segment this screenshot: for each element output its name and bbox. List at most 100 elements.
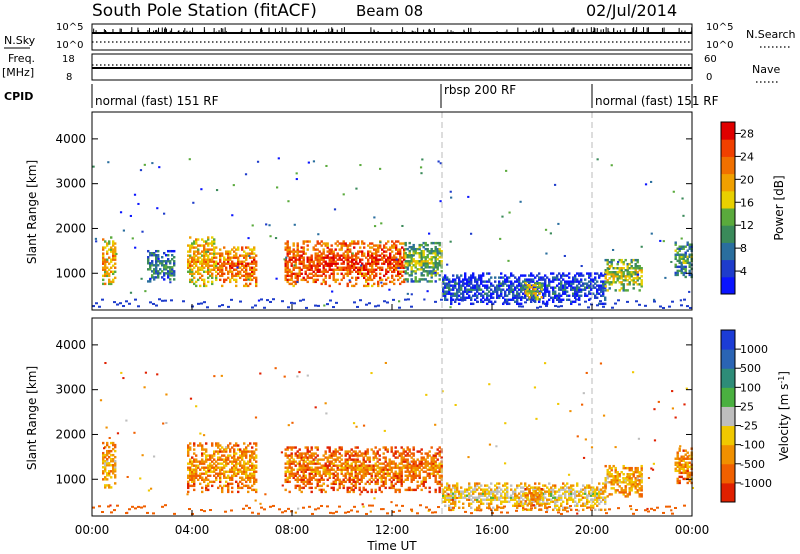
echo-cell — [446, 496, 449, 499]
echo-cell — [235, 444, 238, 447]
echo-cell — [106, 443, 109, 447]
echo-cell — [351, 264, 354, 267]
echo-cell — [564, 282, 567, 285]
echo-cell — [428, 251, 431, 255]
echo-cell — [247, 246, 250, 249]
echo-cell — [438, 262, 441, 265]
echo-cell — [514, 502, 517, 505]
echo-cell — [251, 250, 254, 253]
echo-cell — [104, 274, 107, 278]
echo-cell — [253, 472, 256, 475]
echo-cell — [169, 274, 172, 277]
echo-cell — [340, 258, 343, 261]
echo-cell — [314, 274, 317, 278]
echo-cell — [363, 264, 366, 267]
echo-cell — [255, 460, 258, 463]
echo-cell — [191, 264, 194, 267]
echo-cell — [221, 304, 224, 307]
echo-cell — [526, 280, 529, 283]
echo-cell — [393, 242, 396, 245]
echo-cell — [520, 298, 523, 301]
echo-cell — [310, 268, 313, 271]
echo-cell — [432, 458, 435, 461]
echo-cell — [229, 262, 232, 265]
echo-cell — [191, 260, 194, 263]
echo-cell — [516, 278, 519, 281]
echo-cell — [106, 260, 109, 263]
echo-cell — [237, 262, 240, 265]
echo-cell — [302, 258, 305, 261]
echo-cell — [416, 260, 419, 263]
echo-cell — [114, 470, 117, 473]
echo-cell — [205, 258, 208, 261]
echo-cell — [360, 470, 363, 473]
echo-cell — [332, 486, 335, 490]
echo-cell — [235, 458, 238, 461]
echo-cell — [382, 472, 385, 475]
echo-cell — [225, 460, 228, 463]
echo-cell — [255, 264, 258, 267]
echo-cell — [403, 254, 406, 257]
echo-cell — [550, 492, 553, 495]
echo-cell — [247, 444, 250, 447]
echo-cell — [438, 450, 441, 453]
echo-cell — [155, 304, 158, 307]
echo-cell — [199, 476, 202, 479]
echo-cell — [422, 249, 425, 253]
echo-cell — [374, 476, 377, 479]
echo-cell — [346, 284, 349, 288]
echo-cell — [163, 272, 166, 275]
echo-cell — [385, 260, 388, 263]
echo-cell — [466, 292, 469, 295]
echo-cell — [352, 478, 355, 482]
echo-cell — [286, 456, 289, 459]
echo-cell — [400, 460, 403, 463]
echo-cell — [336, 252, 339, 255]
echo-cell — [434, 480, 437, 484]
echo-cell — [568, 490, 571, 493]
echo-cell — [610, 281, 613, 284]
echo-cell — [664, 276, 667, 279]
echo-cell — [229, 280, 232, 284]
echo-cell — [362, 452, 365, 455]
power-ylabel: Slant Range [km] — [25, 160, 39, 264]
echo-cell — [438, 260, 441, 263]
echo-cell — [392, 454, 395, 457]
echo-cell — [478, 504, 481, 507]
echo-cell — [482, 284, 485, 287]
echo-cell — [215, 266, 218, 269]
echo-cell — [215, 464, 218, 467]
echo-cell — [314, 446, 317, 449]
echo-cell — [377, 282, 380, 286]
echo-cell — [554, 490, 557, 493]
echo-cell — [191, 462, 194, 465]
echo-cell — [357, 268, 360, 271]
echo-cell — [566, 274, 569, 277]
echo-cell — [510, 286, 513, 289]
echo-cell — [110, 282, 113, 286]
cpid-label: CPID — [4, 90, 33, 103]
echo-cell — [312, 462, 315, 465]
echo-cell — [379, 258, 382, 261]
echo-cell — [211, 236, 214, 239]
echo-cell — [478, 482, 481, 485]
echo-cell — [381, 252, 384, 255]
echo-cell — [245, 266, 248, 269]
echo-cell — [219, 254, 222, 257]
echo-cell — [468, 484, 471, 487]
echo-cell — [286, 272, 289, 276]
echo-cell — [546, 500, 549, 503]
echo-cell — [151, 251, 154, 255]
echo-cell — [552, 496, 555, 499]
echo-cell — [476, 500, 479, 503]
echo-cell — [384, 460, 387, 463]
echo-cell — [209, 248, 212, 251]
echo-cell — [286, 270, 289, 273]
echo-cell — [350, 486, 353, 490]
echo-cell — [300, 454, 303, 457]
echo-cell — [414, 270, 417, 273]
echo-cell — [506, 280, 509, 283]
echo-cell — [292, 248, 295, 251]
echo-cell — [408, 264, 411, 267]
echo-cell — [249, 248, 252, 251]
